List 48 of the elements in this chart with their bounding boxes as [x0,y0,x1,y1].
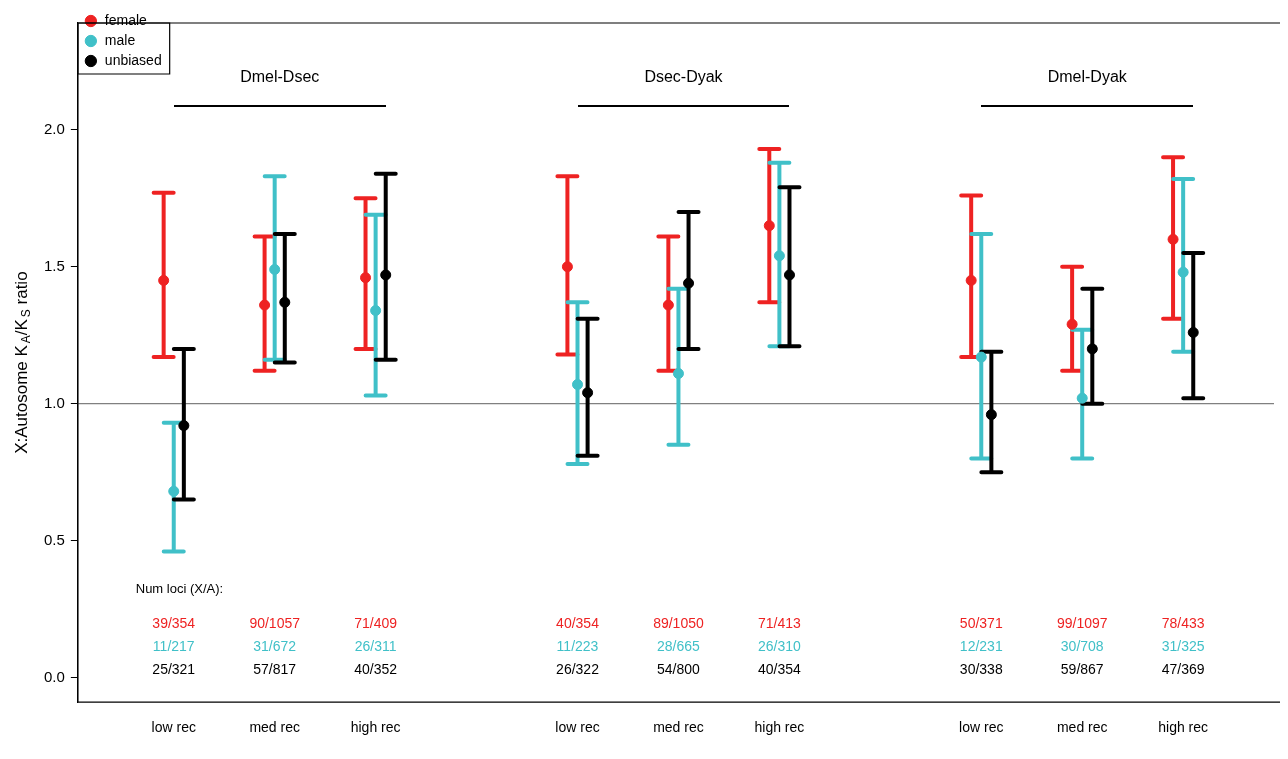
x-tick-label: high rec [1158,719,1209,736]
annotation: 39/354 [152,615,196,632]
y-tick-label: 0.5 [43,530,65,548]
x-tick-label: med rec [1056,719,1108,736]
x-tick-label: high rec [754,719,805,736]
annotation: 31/325 [1161,638,1205,655]
annotation: 40/352 [354,661,398,678]
annotation: 26/322 [556,661,600,678]
annotation: 11/217 [152,638,195,655]
annotation: 54/800 [657,661,701,678]
annotation: 26/311 [354,638,397,655]
x-tick-label: low rec [555,719,600,736]
x-tick-label: low rec [151,719,196,736]
y-tick-label: 1.0 [43,393,65,411]
annotation: Dsec-Dyak [644,68,724,86]
annotation: 78/433 [1161,615,1205,632]
annotation: 71/409 [354,615,398,632]
annotation: Dmel-Dyak [1047,68,1128,86]
legend-label: male [104,31,136,48]
annotation: 31/672 [253,638,297,655]
annotation: 12/231 [959,638,1003,655]
annotation: 40/354 [757,661,802,678]
annotation: 90/1057 [249,615,301,632]
annotation: Num loci (X/A): [135,580,224,596]
annotation: 71/413 [757,615,802,632]
x-tick-label: low rec [959,719,1004,736]
annotation: 99/1097 [1056,615,1108,632]
x-tick-label: high rec [350,719,401,736]
annotation: 11/223 [556,638,599,655]
annotation: Dmel-Dsec [240,68,320,86]
annotation: 25/321 [152,661,196,678]
annotation: 30/338 [959,661,1003,678]
annotation: 47/369 [1161,661,1205,678]
annotation: 59/867 [1060,661,1104,678]
y-tick-label: 0.0 [43,667,65,685]
annotation: 40/354 [556,615,600,632]
annotation: 57/817 [253,661,297,678]
annotation: 50/371 [959,615,1003,632]
y-tick-label: 2.0 [43,119,65,137]
x-tick-label: med rec [249,719,300,736]
y-axis-title: X:Autosome KA/KS ratio [11,271,34,454]
x-tick-label: med rec [653,719,704,736]
annotation: 28/665 [657,638,701,655]
y-tick-label: 1.5 [43,256,65,274]
annotation: 30/708 [1060,638,1104,655]
annotation: 89/1050 [653,615,704,632]
annotation: 26/310 [757,638,802,655]
legend-label: unbiased [104,51,162,68]
